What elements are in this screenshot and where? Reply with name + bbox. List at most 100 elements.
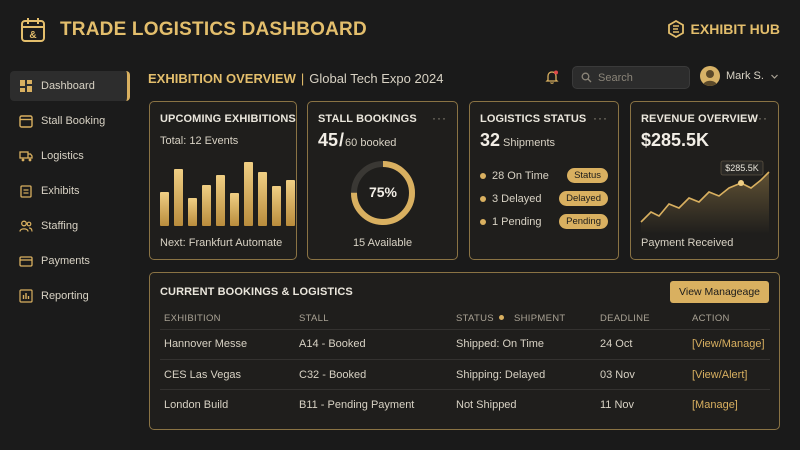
sidebar-item-payments[interactable]: Payments [10, 246, 130, 276]
available-stalls: 15 Available [352, 237, 413, 249]
revenue-line-chart: $285.5K [640, 160, 770, 234]
view-manage-button[interactable]: View Manageage [670, 281, 769, 303]
manage-link[interactable]: [Manage] [692, 399, 738, 411]
status-badge[interactable]: Delayed [559, 191, 608, 206]
revenue-line [640, 171, 770, 223]
payment-received: Payment Received [641, 237, 734, 249]
status-row-delayed: 3 Delayed Delayed [480, 191, 608, 206]
exhibition-bar [244, 162, 253, 226]
card-title: STALL BOOKINGS [318, 113, 417, 125]
sidebar-item-staffing[interactable]: Staffing [10, 211, 130, 241]
credit-card-icon [19, 256, 33, 267]
revenue-overview-card: REVENUE OVERVIEW ··· $285.5K $285.5K Pay… [630, 101, 779, 260]
deadline-cell: 03 Nov [600, 369, 635, 381]
column-header: ACTION [692, 313, 730, 324]
overview-label: EXHIBITION OVERVIEW [148, 71, 296, 86]
exhibition-bar [230, 193, 239, 226]
user-name: Mark S. [726, 70, 764, 82]
brand-name: EXHIBIT HUB [690, 21, 780, 37]
app-title: TRADE LOGISTICS DASHBOARD [60, 19, 367, 40]
sidebar-item-label: Exhibits [41, 185, 80, 197]
user-avatar-icon [703, 70, 717, 86]
sidebar-item-stall-booking[interactable]: Stall Booking [10, 106, 130, 136]
status-label: 3 Delayed [492, 192, 542, 205]
booked-count: 45/60 booked [318, 130, 396, 151]
deadline-cell: 11 Nov [600, 399, 635, 411]
sidebar-item-label: Payments [41, 255, 90, 267]
status-badge[interactable]: Pending [559, 214, 608, 229]
sidebar-item-label: Reporting [41, 290, 89, 302]
exhibition-cell: London Build [164, 399, 229, 411]
clipboard-icon [20, 185, 32, 198]
calendar-ampersand-icon: & [21, 18, 45, 42]
event-name: Global Tech Expo 2024 [309, 71, 444, 86]
divider [160, 389, 770, 390]
revenue-amount: $285.5K [641, 130, 709, 151]
top-bar: & TRADE LOGISTICS DASHBOARD EXHIBIT HUB [0, 0, 800, 60]
status-row-on-time: 28 On Time Status [480, 168, 608, 183]
column-header: STALL [299, 313, 329, 324]
upcoming-exhibitions-card: UPCOMING EXHIBITIONS Total: 12 Events Ne… [149, 101, 297, 260]
shipment-unit: Shipments [503, 137, 556, 149]
exhibition-bar [216, 175, 225, 226]
more-menu-icon[interactable]: ··· [593, 111, 608, 125]
bookings-table-card: CURRENT BOOKINGS & LOGISTICS View Manage… [149, 272, 780, 430]
search-input[interactable] [598, 71, 683, 84]
sidebar [0, 60, 130, 450]
exhibition-bar [258, 172, 267, 226]
status-cell: Shipped: On Time [456, 338, 545, 350]
next-exhibition: Next: Frankfurt Automate [160, 237, 283, 249]
truck-icon [19, 151, 33, 162]
booking-donut [351, 161, 415, 225]
shipment-value: 32 [480, 130, 501, 150]
view-alert-link[interactable]: [View/Alert] [692, 369, 748, 381]
avatar [700, 66, 720, 86]
divider [160, 329, 770, 330]
donut-fill [351, 161, 415, 225]
shipment-count: 32 Shipments [480, 130, 555, 151]
revenue-callout-box [720, 160, 764, 176]
sidebar-item-logistics[interactable]: Logistics [10, 141, 130, 171]
exhibition-bar [272, 186, 281, 226]
calendar-icon [19, 115, 33, 128]
card-title: REVENUE OVERVIEW [641, 113, 758, 125]
exhibition-cell: Hannover Messe [164, 338, 248, 350]
revenue-callout: $285.5K [725, 163, 759, 173]
exhibition-bar [286, 180, 295, 226]
view-manage-link[interactable]: [View/Manage] [692, 338, 765, 350]
status-badge[interactable]: Status [567, 168, 608, 183]
card-title: LOGISTICS STATUS [480, 113, 587, 125]
people-icon [19, 220, 33, 232]
sidebar-item-reporting[interactable]: Reporting [10, 281, 130, 311]
sidebar-item-dashboard[interactable]: Dashboard [10, 71, 130, 101]
user-menu[interactable]: Mark S. [700, 66, 779, 86]
revenue-value: $285.5K [641, 130, 710, 150]
column-header: EXHIBITION [164, 313, 221, 324]
booked-slash: / [339, 130, 345, 150]
stall-cell: C32 - Booked [299, 369, 367, 381]
status-dot [480, 172, 486, 179]
booked-total: 60 booked [345, 137, 397, 149]
sidebar-item-label: Logistics [41, 150, 84, 162]
sidebar-item-exhibits[interactable]: Exhibits [10, 176, 130, 206]
brand: EXHIBIT HUB [667, 20, 780, 38]
bell-icon[interactable] [544, 69, 560, 85]
bar-chart-icon [19, 289, 33, 303]
revenue-point [738, 180, 744, 186]
exhibition-cell: CES Las Vegas [164, 369, 242, 381]
card-title: CURRENT BOOKINGS & LOGISTICS [160, 286, 353, 298]
chevron-down-icon [770, 74, 778, 79]
column-header: STATUS [456, 313, 494, 324]
grid-icon [20, 80, 32, 92]
exhibition-bar [160, 192, 169, 226]
column-dot [499, 315, 504, 320]
hexagon-logo-icon [667, 20, 684, 38]
more-menu-icon[interactable]: ··· [753, 111, 768, 125]
status-label: 28 On Time [492, 169, 549, 182]
status-dot [480, 218, 486, 225]
exhibition-bar [188, 198, 197, 226]
search-icon [581, 72, 592, 83]
search-box[interactable] [572, 66, 690, 89]
status-dot [480, 195, 486, 202]
more-menu-icon[interactable]: ··· [432, 111, 447, 125]
